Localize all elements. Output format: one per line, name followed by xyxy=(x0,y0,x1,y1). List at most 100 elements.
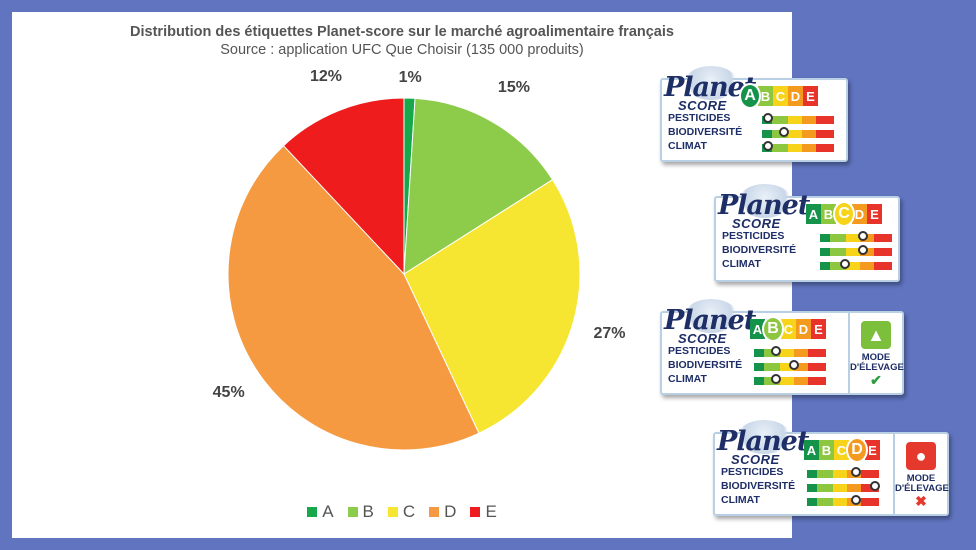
check-icon: ✔ xyxy=(870,372,882,388)
planet-score-label-3: Planet SCORE A B C D E PESTICIDES BIODIVERSITÉ CL… xyxy=(660,299,904,395)
indicator-bar-segment xyxy=(820,234,830,242)
indicator-bar-segment xyxy=(780,349,794,357)
indicator-bar-segment xyxy=(861,470,879,478)
indicator-knob xyxy=(770,374,781,384)
indicator-bar-segment xyxy=(874,234,892,242)
planet-score-logo: Planet SCORE xyxy=(664,299,758,347)
indicator-bar-segment xyxy=(807,498,817,506)
indicator-bar-segment xyxy=(817,484,833,492)
indicator-bar-segment xyxy=(830,234,846,242)
legend-label: A xyxy=(322,502,334,521)
grade-b: B xyxy=(819,440,834,460)
globe-icon xyxy=(684,299,738,333)
indicator-bar-segment xyxy=(764,363,780,371)
planet-score-logo: Planet SCORE xyxy=(717,420,811,468)
indicator-bar xyxy=(762,113,834,124)
chart-title: Distribution des étiquettes Planet-score… xyxy=(130,24,674,40)
pie-slice-e xyxy=(282,97,405,276)
selected-grade-d: D xyxy=(846,437,868,463)
legend-item-a: A xyxy=(307,502,334,522)
grade-d: D xyxy=(788,86,803,106)
indicator-bar xyxy=(754,346,826,357)
indicator-bar-segment xyxy=(830,248,846,256)
indicator-bar-segment xyxy=(808,377,826,385)
indicator-knob xyxy=(850,495,861,505)
legend-label: B xyxy=(362,502,374,521)
indicator-bar-segment xyxy=(807,470,817,478)
indicator-bar xyxy=(754,374,826,385)
indicator-bar-segment xyxy=(860,262,874,270)
indicator-bar-segment xyxy=(833,484,847,492)
indicator-bar-segment xyxy=(874,262,892,270)
grade-c: C xyxy=(781,319,796,339)
pie-slice-b xyxy=(403,97,554,275)
grade-b: B xyxy=(821,204,836,224)
indicator-bar-segment xyxy=(754,363,764,371)
indicator-label: CLIMAT xyxy=(668,373,707,385)
pig-icon: ● xyxy=(906,442,936,470)
data-label-c: 27% xyxy=(593,324,626,342)
indicator-label: BIODIVERSITÉ xyxy=(721,480,796,492)
indicator-bar-segment xyxy=(874,248,892,256)
grade-c: C xyxy=(834,440,849,460)
planet-score-label-2: Planet SCORE A B C D E PESTICIDES BIODIVERSITÉ CL… xyxy=(714,184,900,282)
data-label-d: 45% xyxy=(212,384,245,402)
grade-d: D xyxy=(796,319,811,339)
grade-b: B xyxy=(758,86,773,106)
indicator-bar-segment xyxy=(762,130,772,138)
indicator-bar-segment xyxy=(772,116,788,124)
data-label-e: 12% xyxy=(309,67,342,85)
indicator-bar-segment xyxy=(754,349,764,357)
grade-d: D xyxy=(852,204,867,224)
legend-label: D xyxy=(444,502,457,521)
indicator-bar-segment xyxy=(846,262,860,270)
indicator-label: PESTICIDES xyxy=(668,112,731,124)
indicator-bar-segment xyxy=(830,262,846,270)
indicator-bar-segment xyxy=(808,363,826,371)
legend-item-e: E xyxy=(470,502,497,522)
indicator-bar-segment xyxy=(808,349,826,357)
indicator-label: BIODIVERSITÉ xyxy=(668,359,743,371)
legend-item-b: B xyxy=(347,502,374,522)
indicator-knob xyxy=(788,360,799,370)
logo-word-score: SCORE xyxy=(732,216,781,231)
grade-a: A xyxy=(750,319,765,339)
indicator-bar xyxy=(807,481,881,492)
indicator-bar-segment xyxy=(816,130,834,138)
indicator-bar-segment xyxy=(788,144,802,152)
legend: A B C D E xyxy=(12,502,792,522)
pie-slice-c xyxy=(403,179,581,434)
indicator-bar-segment xyxy=(820,262,830,270)
indicator-bar-segment xyxy=(833,498,847,506)
globe-icon xyxy=(737,420,791,454)
indicator-label: CLIMAT xyxy=(668,140,707,152)
indicator-bar-segment xyxy=(780,377,794,385)
legend-swatch xyxy=(347,507,358,517)
chart-subtitle: Source : application UFC Que Choisir (13… xyxy=(220,42,584,58)
elevage-label: D'ÉLEVAGE xyxy=(850,362,904,373)
mode-label: MODE xyxy=(906,473,936,484)
planet-score-logo: Planet SCORE xyxy=(718,184,812,232)
logo-word-planet: Planet xyxy=(664,305,756,336)
indicator-bar-segment xyxy=(794,349,808,357)
logo-word-score: SCORE xyxy=(731,452,780,467)
legend-swatch xyxy=(387,507,398,517)
indicator-knob xyxy=(858,245,869,255)
grade-e: E xyxy=(811,319,826,339)
indicator-knob xyxy=(770,346,781,356)
grade-e: E xyxy=(867,204,882,224)
logo-word-score: SCORE xyxy=(678,331,727,346)
indicator-knob xyxy=(762,141,773,151)
selected-grade-b: B xyxy=(762,316,784,342)
indicator-knob xyxy=(840,259,851,269)
indicator-bar xyxy=(762,127,834,138)
legend-swatch xyxy=(307,507,318,517)
indicator-bar-segment xyxy=(847,484,861,492)
indicator-bar xyxy=(762,141,834,152)
data-label-b: 15% xyxy=(497,79,530,97)
indicator-label: PESTICIDES xyxy=(722,230,785,242)
indicator-bar-segment xyxy=(780,363,794,371)
indicator-bar-segment xyxy=(754,377,764,385)
